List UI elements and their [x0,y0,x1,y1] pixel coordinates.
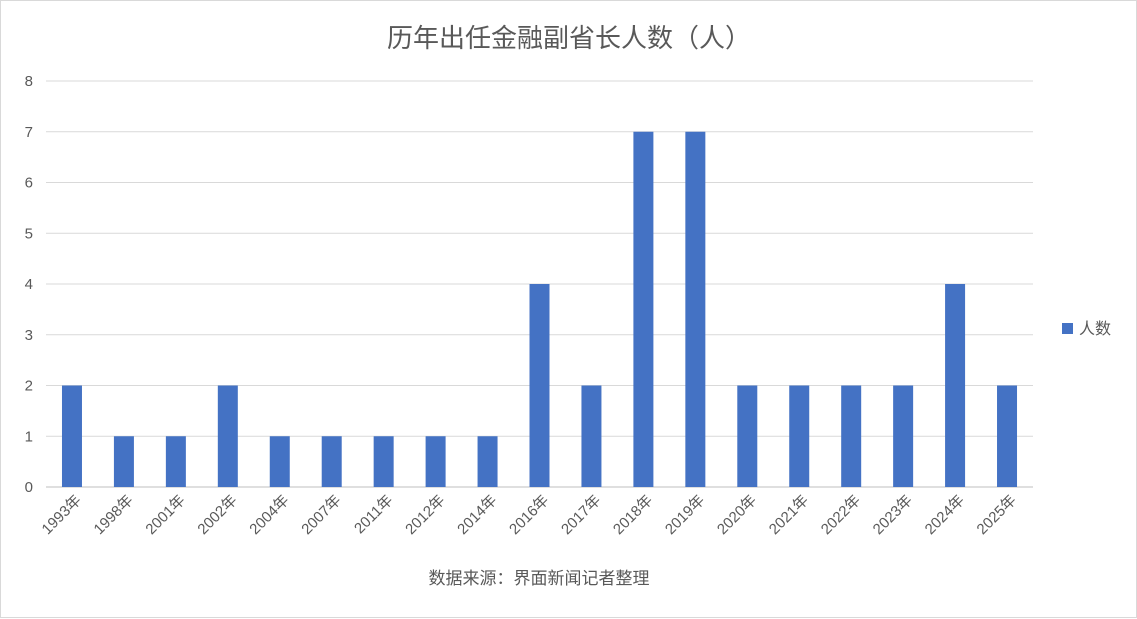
x-tick-label: 1993年 [39,492,85,538]
x-tick-label: 2016年 [506,492,552,538]
bar [841,385,862,487]
y-tick-label: 5 [25,225,33,242]
x-tick-label: 1998年 [91,492,137,538]
x-tick-label: 2014年 [454,492,500,538]
bar [425,436,446,487]
bar [373,436,394,487]
source-note: 数据来源：界面新闻记者整理 [429,569,650,589]
y-axis-ticks: 0 1 2 3 4 5 6 7 8 [25,73,33,496]
x-tick-label: 2021年 [766,492,812,538]
y-tick-label: 3 [25,327,33,344]
bar [113,436,134,487]
x-tick-label: 2017年 [558,492,604,538]
x-tick-label: 2002年 [194,492,240,538]
bar [893,385,914,487]
x-tick-label: 2007年 [298,492,344,538]
y-tick-label: 4 [25,276,33,293]
bar [529,284,550,487]
x-tick-label: 2020年 [714,492,760,538]
bar [269,436,290,487]
x-tick-label: 2025年 [974,492,1020,538]
bar [633,131,654,487]
bar [945,284,966,487]
y-tick-label: 7 [25,124,33,141]
y-tick-label: 2 [25,378,33,395]
x-tick-label: 2012年 [402,492,448,538]
x-axis-ticks: 1993年 1998年 2001年 2002年 2004年 2007年 2011年 2012年… [39,492,1020,538]
bar [789,385,810,487]
bar [217,385,238,487]
y-tick-label: 8 [25,73,33,90]
bar [61,385,82,487]
y-tick-label: 1 [25,428,33,445]
bars [61,131,1018,487]
x-tick-label: 2011年 [351,492,396,537]
bar [997,385,1018,487]
y-tick-label: 0 [25,479,33,496]
bar [737,385,758,487]
bar [685,131,706,487]
bar [477,436,498,487]
x-tick-label: 2019年 [662,492,708,538]
legend-label: 人数 [1079,319,1111,338]
x-tick-label: 2001年 [142,492,188,538]
x-tick-label: 2018年 [610,492,656,538]
legend: 人数 [1062,319,1111,338]
legend-swatch [1062,323,1073,334]
x-tick-label: 2024年 [922,492,968,538]
bar [165,436,186,487]
bar [321,436,342,487]
y-tick-label: 6 [25,175,33,192]
bar [581,385,602,487]
x-tick-label: 2022年 [818,492,864,538]
x-tick-label: 2023年 [870,492,916,538]
chart-title: 历年出任金融副省长人数（人） [387,24,751,54]
x-tick-label: 2004年 [246,492,292,538]
